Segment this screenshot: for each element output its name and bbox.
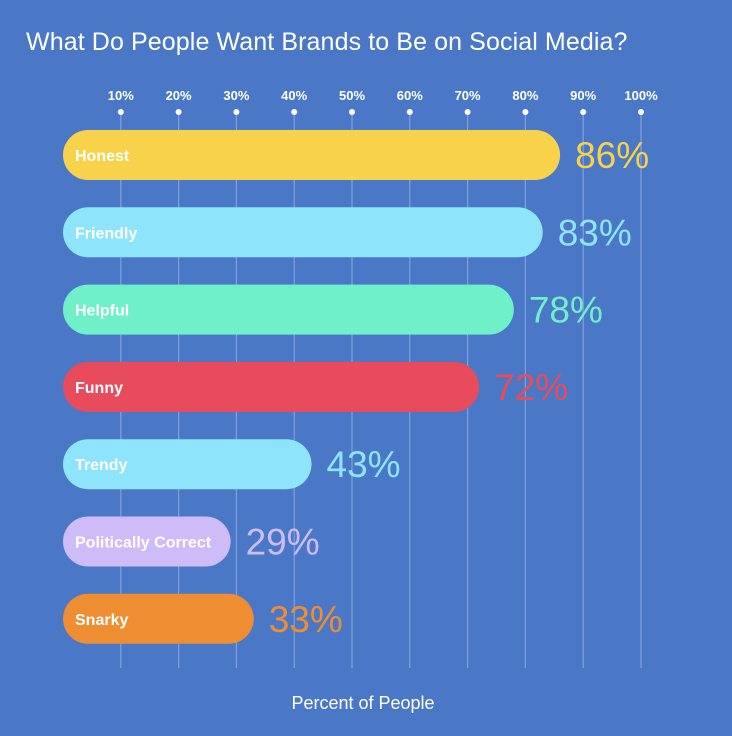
- bar-category-label: Politically Correct: [75, 535, 212, 552]
- tick-dot: [291, 109, 298, 115]
- x-tick-label: 30%: [223, 88, 249, 103]
- bar-value-label: 33%: [269, 599, 343, 640]
- tick-dot: [117, 109, 124, 115]
- bar: [63, 439, 312, 490]
- x-tick-label: 70%: [455, 88, 481, 103]
- tick-dot: [464, 109, 471, 115]
- bar-value-label: 43%: [327, 444, 401, 485]
- bar-category-label: Funny: [75, 380, 123, 397]
- bar: [63, 207, 543, 258]
- chart-title: What Do People Want Brands to Be on Soci…: [26, 28, 628, 56]
- bar-category-label: Helpful: [75, 303, 129, 320]
- tick-dot: [580, 109, 587, 115]
- x-tick-label: 20%: [166, 88, 192, 103]
- x-tick-label: 60%: [397, 88, 423, 103]
- tick-dot: [233, 109, 240, 115]
- bar-value-label: 78%: [529, 290, 603, 331]
- bar: [63, 130, 561, 180]
- tick-dot: [638, 109, 644, 115]
- x-axis-label: Percent of People: [291, 693, 435, 713]
- bar-value-label: 86%: [575, 135, 649, 176]
- x-tick-label: 100%: [624, 88, 658, 103]
- tick-dot: [349, 109, 355, 115]
- bar-category-label: Friendly: [75, 225, 137, 242]
- x-tick-label: 90%: [570, 88, 596, 103]
- x-tick-label: 80%: [512, 88, 538, 103]
- bar-category-label: Snarky: [75, 612, 128, 629]
- tick-dot: [522, 109, 529, 115]
- tick-dot: [175, 109, 182, 115]
- bar-category-label: Trendy: [75, 457, 128, 474]
- bar-category-label: Honest: [75, 148, 130, 165]
- bar-value-label: 29%: [246, 522, 320, 563]
- bar: [63, 516, 231, 567]
- bar: [63, 284, 514, 335]
- bar-value-label: 72%: [494, 367, 568, 408]
- bar: [63, 361, 480, 412]
- x-tick-label: 50%: [339, 88, 365, 103]
- tick-dot: [406, 109, 413, 115]
- bar: [63, 593, 254, 644]
- bar-value-label: 83%: [558, 212, 632, 253]
- x-tick-label: 40%: [281, 88, 307, 103]
- x-tick-label: 10%: [108, 88, 134, 103]
